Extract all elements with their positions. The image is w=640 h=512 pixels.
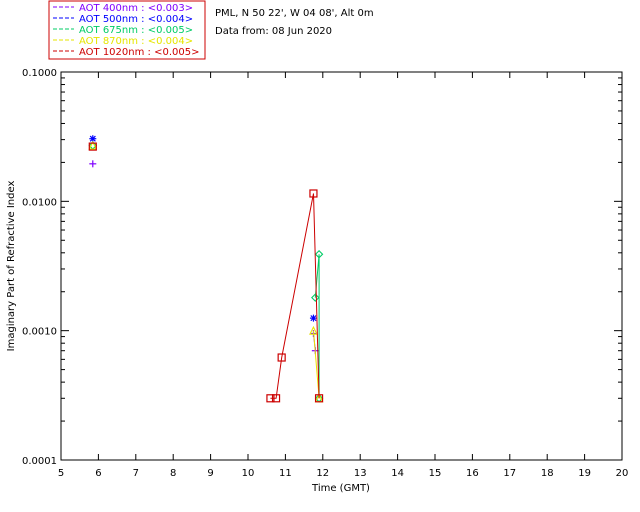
legend-frame	[48, 0, 206, 60]
site-label: PML, N 50 22', W 04 08', Alt 0m	[215, 8, 374, 19]
y-tick-label: 0.0100	[22, 197, 57, 208]
x-tick-label: 19	[578, 468, 591, 479]
data-point-d2	[89, 135, 96, 142]
x-tick-label: 6	[95, 468, 101, 479]
x-tick-label: 15	[429, 468, 442, 479]
data-point	[309, 189, 318, 198]
y-axis-label: Imaginary Part of Refractive Index	[6, 181, 17, 352]
y-tick-label: 0.1000	[22, 68, 57, 79]
series	[88, 141, 324, 403]
data-point	[88, 142, 97, 151]
series-line	[314, 254, 320, 399]
series-line	[270, 193, 320, 399]
legend-label: AOT 400nm : <0.003>	[79, 3, 193, 14]
data-point	[271, 394, 281, 403]
data-point	[309, 325, 318, 335]
series-line	[313, 330, 320, 399]
x-tick-label: 14	[391, 468, 404, 479]
data-point	[277, 353, 286, 362]
x-tick-label: 7	[133, 468, 139, 479]
plot-area	[60, 71, 623, 461]
x-tick-label: 12	[316, 468, 329, 479]
legend-label: AOT 1020nm : <0.005>	[79, 47, 199, 58]
date-label: Data from: 08 Jun 2020	[215, 26, 332, 37]
x-tick-label: 11	[279, 468, 292, 479]
x-tick-label: 16	[466, 468, 479, 479]
y-tick-label: 0.0010	[22, 327, 57, 338]
series	[89, 160, 319, 355]
series-layer	[88, 135, 324, 403]
x-tick-label: 5	[58, 468, 64, 479]
data-point	[88, 140, 98, 150]
series	[88, 140, 324, 403]
legend-label: AOT 870nm : <0.004>	[79, 36, 193, 47]
data-point	[314, 249, 324, 259]
x-axis: 5 6 7 8 9 10 11 12 13 14 15 16 17 18 19 20	[58, 72, 629, 479]
legend: AOT 400nm : <0.003>AOT 500nm : <0.004>AO…	[48, 0, 206, 60]
data-point	[314, 394, 324, 403]
legend-label: AOT 675nm : <0.005>	[79, 25, 193, 36]
x-axis-label: Time (GMT)	[311, 483, 370, 494]
x-tick-label: 17	[503, 468, 516, 479]
x-tick-label: 20	[616, 468, 629, 479]
y-axis: 0.0001 0.0010 0.0100 0.1000	[22, 68, 622, 467]
legend-label: AOT 500nm : <0.004>	[79, 14, 193, 25]
series	[88, 142, 324, 403]
x-tick-label: 18	[541, 468, 554, 479]
series	[89, 135, 317, 322]
x-tick-label: 9	[207, 468, 213, 479]
x-tick-label: 13	[354, 468, 367, 479]
data-point-d2	[310, 315, 317, 322]
x-tick-label: 10	[242, 468, 255, 479]
data-point	[266, 394, 275, 403]
x-tick-label: 8	[170, 468, 176, 479]
y-tick-label: 0.0001	[22, 456, 57, 467]
data-point	[311, 293, 320, 302]
